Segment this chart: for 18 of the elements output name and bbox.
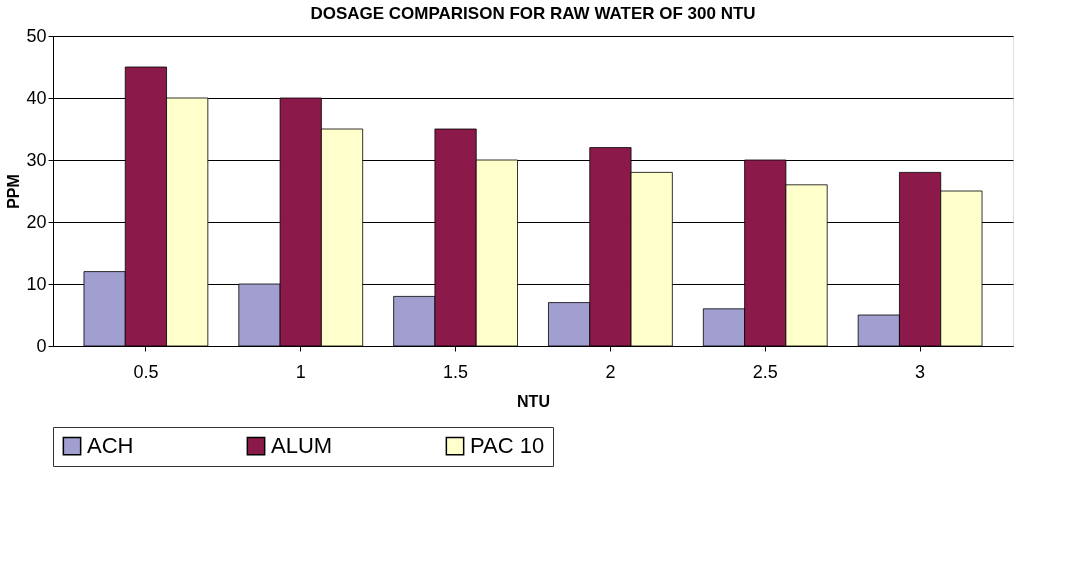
y-axis-title: PPM (5, 174, 23, 209)
x-tick-label: 1.5 (443, 361, 469, 382)
legend-label: ALUM (271, 433, 333, 459)
y-tick-label: 20 (26, 211, 47, 232)
x-tick-label: 0.5 (133, 361, 159, 382)
y-tick-label: 50 (26, 25, 47, 46)
x-tick-label: 2 (605, 361, 616, 382)
x-axis-title: NTU (517, 392, 550, 410)
y-tick-label: 40 (26, 87, 47, 108)
x-tick-label: 3 (915, 361, 926, 382)
y-tick-label: 10 (26, 273, 47, 294)
y-tick-label: 30 (26, 149, 47, 170)
x-tick-label: 1 (295, 361, 306, 382)
legend-label: PAC 10 (470, 433, 545, 459)
y-tick-label: 0 (36, 335, 47, 356)
x-tick-label: 2.5 (752, 361, 778, 382)
chart-title: DOSAGE COMPARISON FOR RAW WATER OF 300 NTU (310, 4, 756, 23)
legend-label: ACH (87, 433, 134, 459)
